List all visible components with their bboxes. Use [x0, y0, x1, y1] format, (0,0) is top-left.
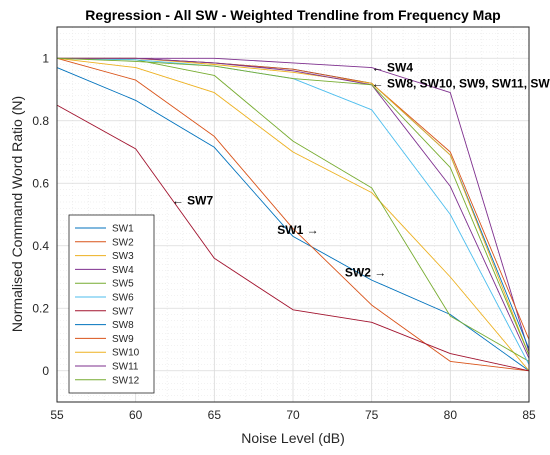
x-axis-label: Noise Level (dB): [241, 430, 345, 446]
x-tick-label: 55: [50, 408, 64, 422]
legend-box: [68, 214, 155, 394]
legend-label-sw1: SW1: [112, 224, 134, 235]
annotation-label: SW1 →: [277, 223, 318, 237]
annotation-label: ← SW4: [372, 61, 414, 75]
y-axis-label: Normalised Command Word Ratio (N): [9, 96, 25, 332]
legend-label-sw8: SW8: [112, 320, 134, 331]
x-tick-label: 70: [286, 408, 300, 422]
y-tick-label: 0.4: [32, 239, 49, 253]
legend-label-sw3: SW3: [112, 251, 134, 262]
series-line-sw7: [56, 104, 530, 372]
legend-label-sw10: SW10: [112, 348, 140, 359]
series-line-sw11: [57, 57, 530, 359]
legend-label-sw9: SW9: [112, 334, 134, 345]
chart-title: Regression - All SW - Weighted Trendline…: [85, 7, 500, 23]
series-line-sw12: [56, 57, 530, 356]
series-line-sw2: [56, 57, 530, 372]
x-tick-label: 60: [129, 408, 143, 422]
legend-label-sw12: SW12: [112, 375, 140, 386]
x-tick-label: 65: [208, 408, 222, 422]
legend-label-sw5: SW5: [112, 279, 134, 290]
tick-labels: 55 60 65 70 75 80 85 0 0.2 0.4 0.6 0.8 1: [32, 51, 536, 422]
y-tick-label: 1: [42, 51, 49, 65]
series-line-sw3: [56, 57, 530, 372]
x-tick-label: 75: [365, 408, 379, 422]
x-tick-label: 85: [522, 408, 536, 422]
legend: SW1 SW2 SW3 SW4 SW5 SW6 SW7 SW8 SW9 SW10 SW11 SW12: [68, 214, 155, 394]
series-line-sw1: [56, 67, 530, 372]
legend-label-sw7: SW7: [112, 306, 134, 317]
annotation-label: ← SW8, SW10, SW9, SW11, SW12: [372, 76, 550, 90]
annotation-label: SW2 →: [345, 265, 386, 279]
y-tick-label: 0.2: [32, 301, 49, 315]
annotations: ← SW4← SW8, SW10, SW9, SW11, SW12 ← SW7 SW…: [172, 61, 550, 280]
series-layer: [56, 57, 530, 372]
legend-label-sw11: SW11: [112, 362, 139, 373]
legend-label-sw4: SW4: [112, 265, 134, 276]
y-tick-label: 0.8: [32, 114, 49, 128]
y-tick-label: 0.6: [32, 176, 49, 190]
legend-label-sw2: SW2: [112, 237, 134, 248]
plot-frame: [56, 26, 530, 403]
annotation-label: ← SW7: [172, 193, 214, 207]
legend-label-sw6: SW6: [112, 293, 134, 304]
y-tick-label: 0: [42, 364, 49, 378]
x-tick-label: 80: [444, 408, 458, 422]
